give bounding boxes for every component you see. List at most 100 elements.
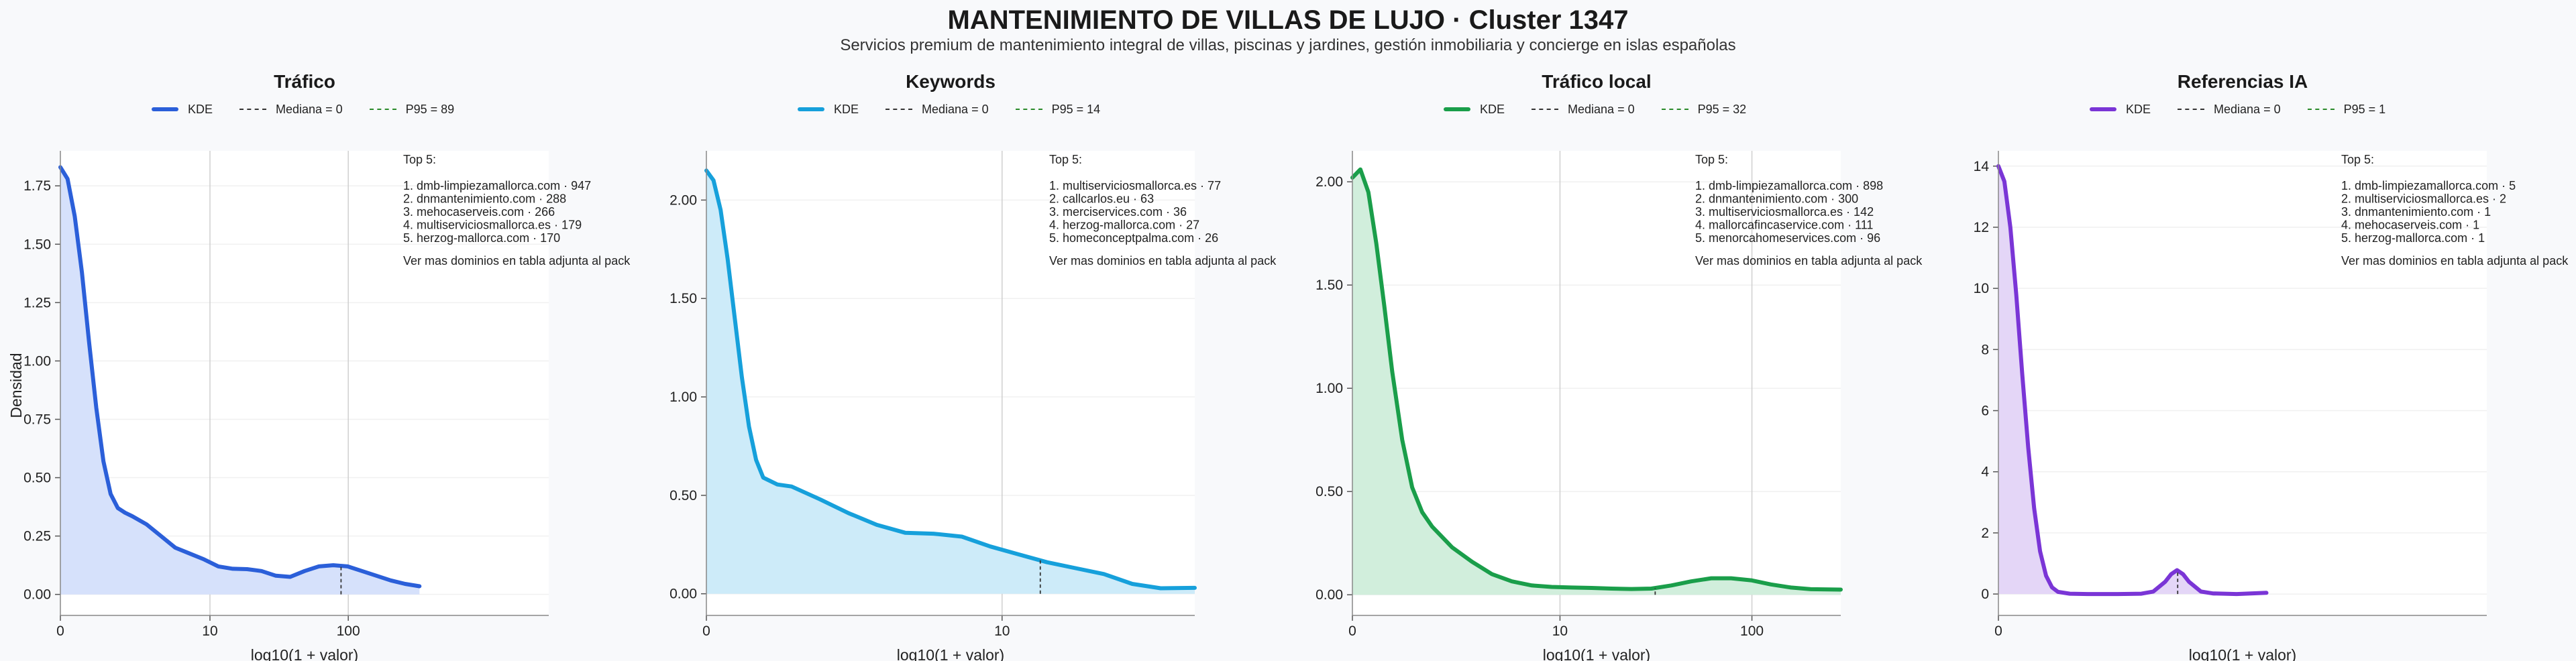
legend-label: P95 = 14 bbox=[1051, 102, 1101, 116]
panel-title: Keywords bbox=[906, 71, 996, 92]
top5-item: 4. multiserviciosmallorca.es · 179 bbox=[403, 219, 582, 232]
top5-footer: Ver mas dominios en tabla adjunta al pac… bbox=[1695, 254, 1923, 267]
legend-item-med: Mediana = 0 bbox=[885, 103, 989, 117]
y-tick-label: 10 bbox=[1974, 281, 1989, 296]
legend-item-med: Mediana = 0 bbox=[239, 103, 343, 117]
legend-swatch-med bbox=[239, 109, 267, 110]
x-axis-label: log10(1 + valor) bbox=[1543, 646, 1650, 661]
x-tick-label: 0 bbox=[56, 623, 64, 639]
legend-item-kde: KDE bbox=[798, 103, 859, 117]
y-tick-label: 0.50 bbox=[23, 471, 51, 486]
panel-title: Tráfico local bbox=[1542, 71, 1652, 92]
legend-label: Mediana = 0 bbox=[922, 102, 989, 116]
legend: KDE Mediana = 0 P95 = 32 bbox=[1444, 101, 1773, 118]
y-tick-label: 1.00 bbox=[1316, 381, 1343, 396]
y-tick-label: 1.75 bbox=[23, 178, 51, 194]
y-tick-label: 1.50 bbox=[669, 291, 697, 306]
page-subtitle: Servicios premium de mantenimiento integ… bbox=[840, 36, 1736, 54]
top5-item: 1. dmb-limpiezamallorca.com · 947 bbox=[403, 179, 591, 192]
top5-item: 3. mehocaserveis.com · 266 bbox=[403, 205, 555, 219]
top5-item: 3. merciservices.com · 36 bbox=[1049, 205, 1187, 219]
legend-label: KDE bbox=[2126, 102, 2151, 116]
kde-line bbox=[704, 168, 1197, 591]
top5-heading: Top 5: bbox=[2341, 153, 2374, 166]
y-tick-label: 0.75 bbox=[23, 412, 51, 427]
legend-swatch-p95 bbox=[1661, 109, 1688, 110]
x-axis-label: log10(1 + valor) bbox=[251, 646, 358, 661]
y-tick-label: 1.00 bbox=[23, 353, 51, 369]
kde-line bbox=[1996, 164, 2269, 597]
top5-item: 2. dnmantenimiento.com · 288 bbox=[403, 192, 566, 206]
y-tick-label: 0.00 bbox=[669, 587, 697, 602]
x-axis-label: log10(1 + valor) bbox=[897, 646, 1004, 661]
kde-line bbox=[58, 165, 422, 589]
legend-label: P95 = 89 bbox=[405, 102, 455, 116]
legend-swatch-med bbox=[885, 109, 913, 110]
legend-item-p95: P95 = 32 bbox=[1661, 102, 1747, 117]
top5-item: 1. multiserviciosmallorca.es · 77 bbox=[1049, 179, 1221, 192]
top5-item: 3. dnmantenimiento.com · 1 bbox=[2341, 205, 2491, 219]
top5-footer: Ver mas dominios en tabla adjunta al pac… bbox=[2341, 254, 2569, 267]
y-tick-label: 2.00 bbox=[1316, 174, 1343, 190]
top5-heading: Top 5: bbox=[1049, 153, 1082, 166]
legend-swatch-p95 bbox=[1015, 109, 1042, 110]
kde-line bbox=[1350, 167, 1843, 592]
x-tick-label: 10 bbox=[202, 623, 217, 639]
top5-item: 1. dmb-limpiezamallorca.com · 5 bbox=[2341, 179, 2516, 192]
kde-area bbox=[1352, 169, 1841, 595]
legend-item-kde: KDE bbox=[2090, 103, 2151, 117]
y-axis-label: Densidad bbox=[7, 353, 25, 418]
y-tick-label: 1.00 bbox=[669, 389, 697, 405]
top5-heading: Top 5: bbox=[1695, 153, 1728, 166]
legend-item-p95: P95 = 1 bbox=[2307, 103, 2385, 117]
kde-area bbox=[1998, 166, 2267, 595]
top5-heading: Top 5: bbox=[403, 153, 436, 166]
legend-label: KDE bbox=[188, 102, 213, 116]
top5-item: 4. mallorcafincaservice.com · 111 bbox=[1695, 219, 1873, 232]
kde-area bbox=[706, 170, 1195, 594]
legend-label: P95 = 32 bbox=[1697, 102, 1747, 116]
legend-swatch-p95 bbox=[369, 109, 396, 110]
kde-area bbox=[60, 167, 420, 595]
legend-item-med: Mediana = 0 bbox=[1532, 103, 1635, 117]
y-tick-label: 8 bbox=[1981, 342, 1989, 357]
x-tick-label: 100 bbox=[337, 623, 360, 639]
x-tick-label: 0 bbox=[1994, 623, 2002, 639]
y-tick-label: 0.25 bbox=[23, 529, 51, 544]
top5-item: 1. dmb-limpiezamallorca.com · 898 bbox=[1695, 179, 1883, 192]
top5-item: 4. herzog-mallorca.com · 27 bbox=[1049, 219, 1199, 232]
top5-item: 2. callcarlos.eu · 63 bbox=[1049, 192, 1154, 206]
x-tick-label: 10 bbox=[1552, 623, 1568, 639]
legend-item-kde: KDE bbox=[152, 103, 213, 117]
x-tick-label: 10 bbox=[994, 623, 1010, 639]
y-tick-label: 0.50 bbox=[1316, 484, 1343, 499]
legend-item-p95: P95 = 89 bbox=[369, 102, 455, 117]
top5-item: 5. homeconceptpalma.com · 26 bbox=[1049, 231, 1218, 245]
legend-label: Mediana = 0 bbox=[2214, 102, 2281, 116]
top5-item: 5. herzog-mallorca.com · 1 bbox=[2341, 231, 2485, 245]
y-tick-label: 2 bbox=[1981, 526, 1989, 541]
page-title: MANTENIMIENTO DE VILLAS DE LUJO · Cluste… bbox=[947, 5, 1629, 35]
y-tick-label: 6 bbox=[1981, 404, 1989, 419]
top5-item: 5. herzog-mallorca.com · 170 bbox=[403, 231, 560, 245]
y-tick-label: 0 bbox=[1981, 587, 1989, 602]
y-tick-label: 0.50 bbox=[669, 488, 697, 503]
y-tick-label: 0.00 bbox=[23, 587, 51, 603]
y-tick-label: 12 bbox=[1974, 220, 1989, 235]
legend-swatch-med bbox=[1532, 109, 1559, 110]
legend-label: KDE bbox=[1480, 102, 1505, 116]
legend-item-med: Mediana = 0 bbox=[2178, 103, 2281, 117]
x-tick-label: 100 bbox=[1740, 623, 1764, 639]
y-tick-label: 1.50 bbox=[1316, 278, 1343, 293]
x-tick-label: 0 bbox=[702, 623, 710, 639]
y-tick-label: 4 bbox=[1981, 465, 1989, 480]
legend-label: KDE bbox=[834, 102, 859, 116]
top5-item: 4. mehocaserveis.com · 1 bbox=[2341, 219, 2479, 232]
top5-item: 3. multiserviciosmallorca.es · 142 bbox=[1695, 205, 1874, 219]
plot-background bbox=[1998, 151, 2487, 615]
legend-label: Mediana = 0 bbox=[1568, 102, 1635, 116]
y-tick-label: 1.25 bbox=[23, 295, 51, 310]
legend-swatch-kde bbox=[1444, 107, 1470, 111]
top5-item: 2. multiserviciosmallorca.es · 2 bbox=[2341, 192, 2506, 206]
